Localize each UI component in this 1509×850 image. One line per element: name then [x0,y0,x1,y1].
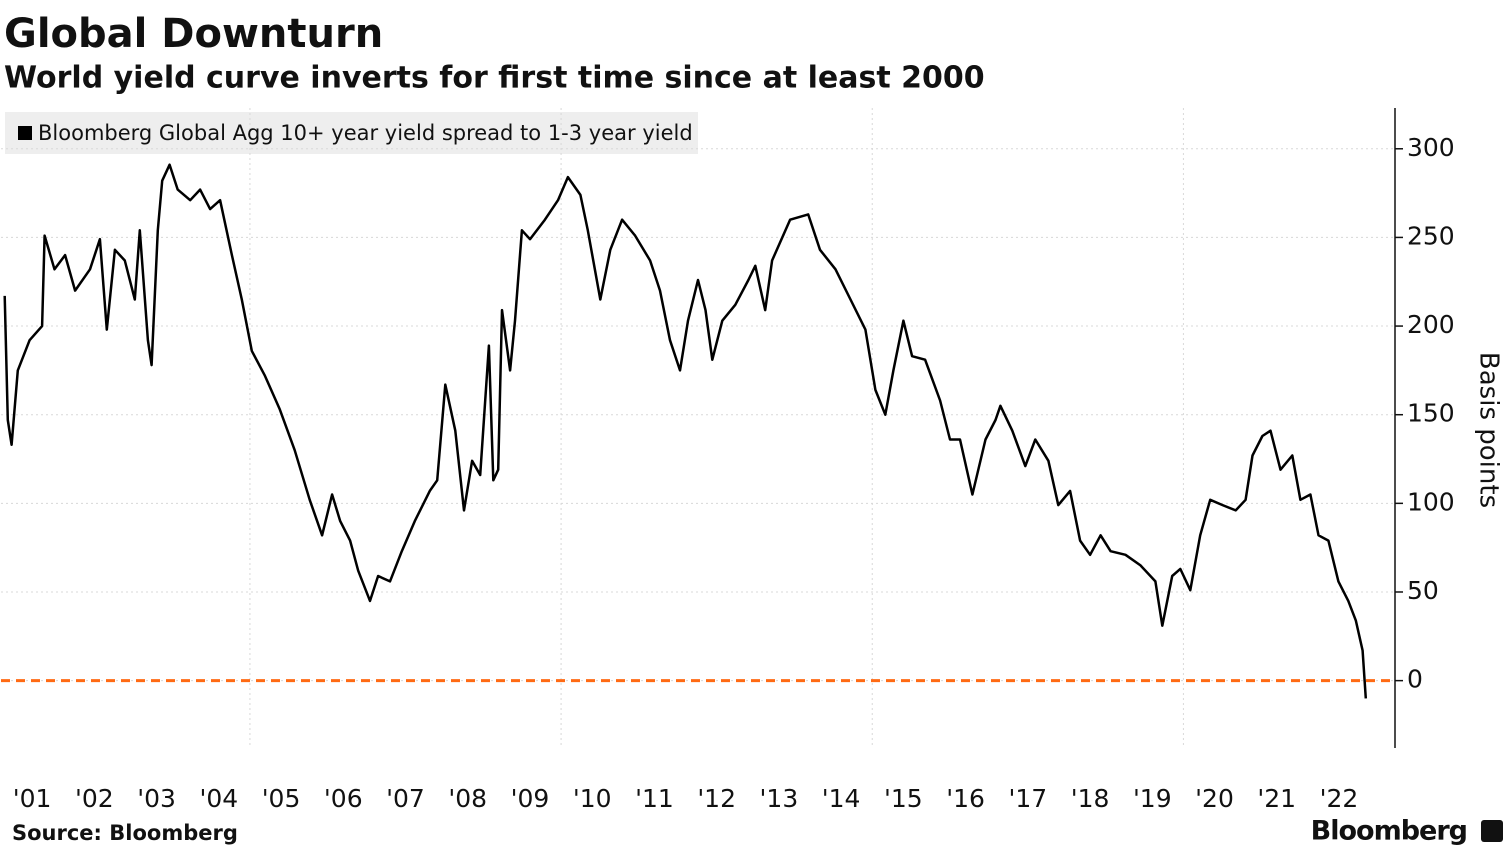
chart-subtitle: World yield curve inverts for first time… [4,61,985,96]
x-tick-label: '21 [1257,784,1296,813]
x-tick-label: '10 [573,784,612,813]
x-tick-label: '09 [511,784,550,813]
x-tick-label: '20 [1195,784,1234,813]
x-tick-label: '13 [760,784,799,813]
x-tick-label: '06 [324,784,363,813]
series-line [3,163,1368,699]
x-tick-label: '12 [697,784,736,813]
x-tick-label: '17 [1008,784,1047,813]
legend-label: Bloomberg Global Agg 10+ year yield spre… [38,121,693,145]
x-tick-label: '11 [635,784,674,813]
x-tick-label: '07 [386,784,425,813]
x-tick-label: '05 [262,784,301,813]
source: Source: Bloomberg [12,821,238,845]
y-tick-label: 50 [1407,576,1439,605]
x-tick-label: '01 [13,784,52,813]
y-tick-label: 200 [1407,310,1455,339]
y-tick-label: 150 [1407,399,1455,428]
brand: Bloomberg [1311,816,1467,847]
x-tick-label: '19 [1133,784,1172,813]
y-tick-label: 250 [1407,221,1455,250]
x-tick-label: '08 [448,784,487,813]
chart-title: Global Downturn [4,11,383,57]
x-tick-label: '22 [1320,784,1359,813]
x-tick-label: '04 [199,784,238,813]
x-tick-label: '14 [822,784,861,813]
legend-swatch [18,126,32,140]
y-axis-label: Basis points [1474,352,1504,508]
legend-box [5,112,698,154]
x-tick-label: '03 [137,784,176,813]
y-tick-label: 300 [1407,133,1455,162]
x-tick-label: '15 [884,784,923,813]
y-tick-label: 100 [1407,487,1455,516]
y-tick-label: 0 [1407,665,1423,694]
brand-icon [1481,820,1503,842]
x-tick-label: '16 [946,784,985,813]
x-tick-label: '02 [75,784,114,813]
x-tick-label: '18 [1071,784,1110,813]
